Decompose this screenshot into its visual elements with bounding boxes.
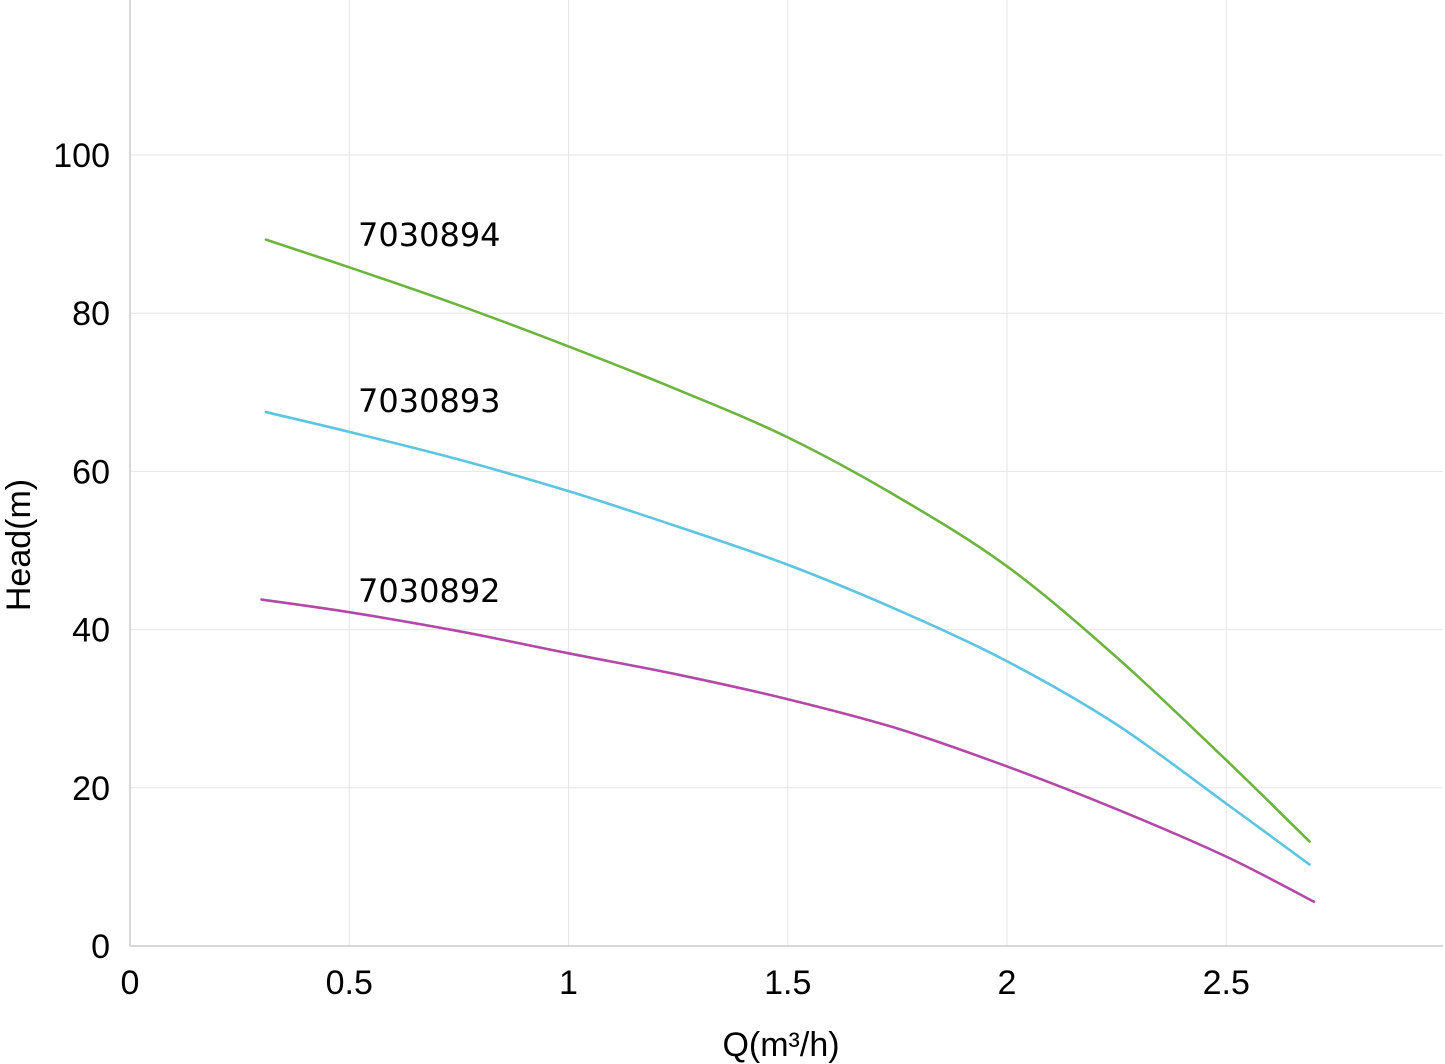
series-labels: 7030894 7030893 7030892 bbox=[358, 216, 501, 610]
x-tick-label: 2 bbox=[998, 964, 1017, 1002]
x-tick-label: 0.5 bbox=[326, 964, 373, 1002]
y-axis-label: Head(m) bbox=[0, 479, 38, 611]
series-line-7030893 bbox=[264, 410, 1311, 866]
y-tick-label: 40 bbox=[72, 612, 110, 650]
series-label-7030892: 7030892 bbox=[358, 572, 501, 610]
series-label-7030894: 7030894 bbox=[358, 216, 501, 254]
y-tick-label: 0 bbox=[91, 928, 110, 966]
series-label-7030893: 7030893 bbox=[358, 382, 501, 420]
x-tick-label: 0 bbox=[121, 964, 140, 1002]
x-tick-labels: 0 0.5 1 1.5 2 2.5 bbox=[121, 964, 1250, 1002]
y-tick-label: 60 bbox=[72, 453, 110, 491]
series-line-7030894 bbox=[264, 238, 1311, 843]
y-tick-label: 80 bbox=[72, 295, 110, 333]
series-line-7030892 bbox=[260, 598, 1316, 904]
y-tick-label: 100 bbox=[53, 137, 110, 175]
y-tick-labels: 0 20 40 60 80 100 bbox=[53, 137, 110, 966]
axes bbox=[129, 0, 1443, 947]
grid-lines bbox=[130, 0, 1443, 946]
x-tick-label: 2.5 bbox=[1203, 964, 1250, 1002]
x-tick-label: 1 bbox=[559, 964, 578, 1002]
y-tick-label: 20 bbox=[72, 770, 110, 808]
series-lines bbox=[260, 238, 1316, 904]
x-tick-label: 1.5 bbox=[764, 964, 811, 1002]
x-axis-label: Q(m³/h) bbox=[722, 1026, 839, 1064]
